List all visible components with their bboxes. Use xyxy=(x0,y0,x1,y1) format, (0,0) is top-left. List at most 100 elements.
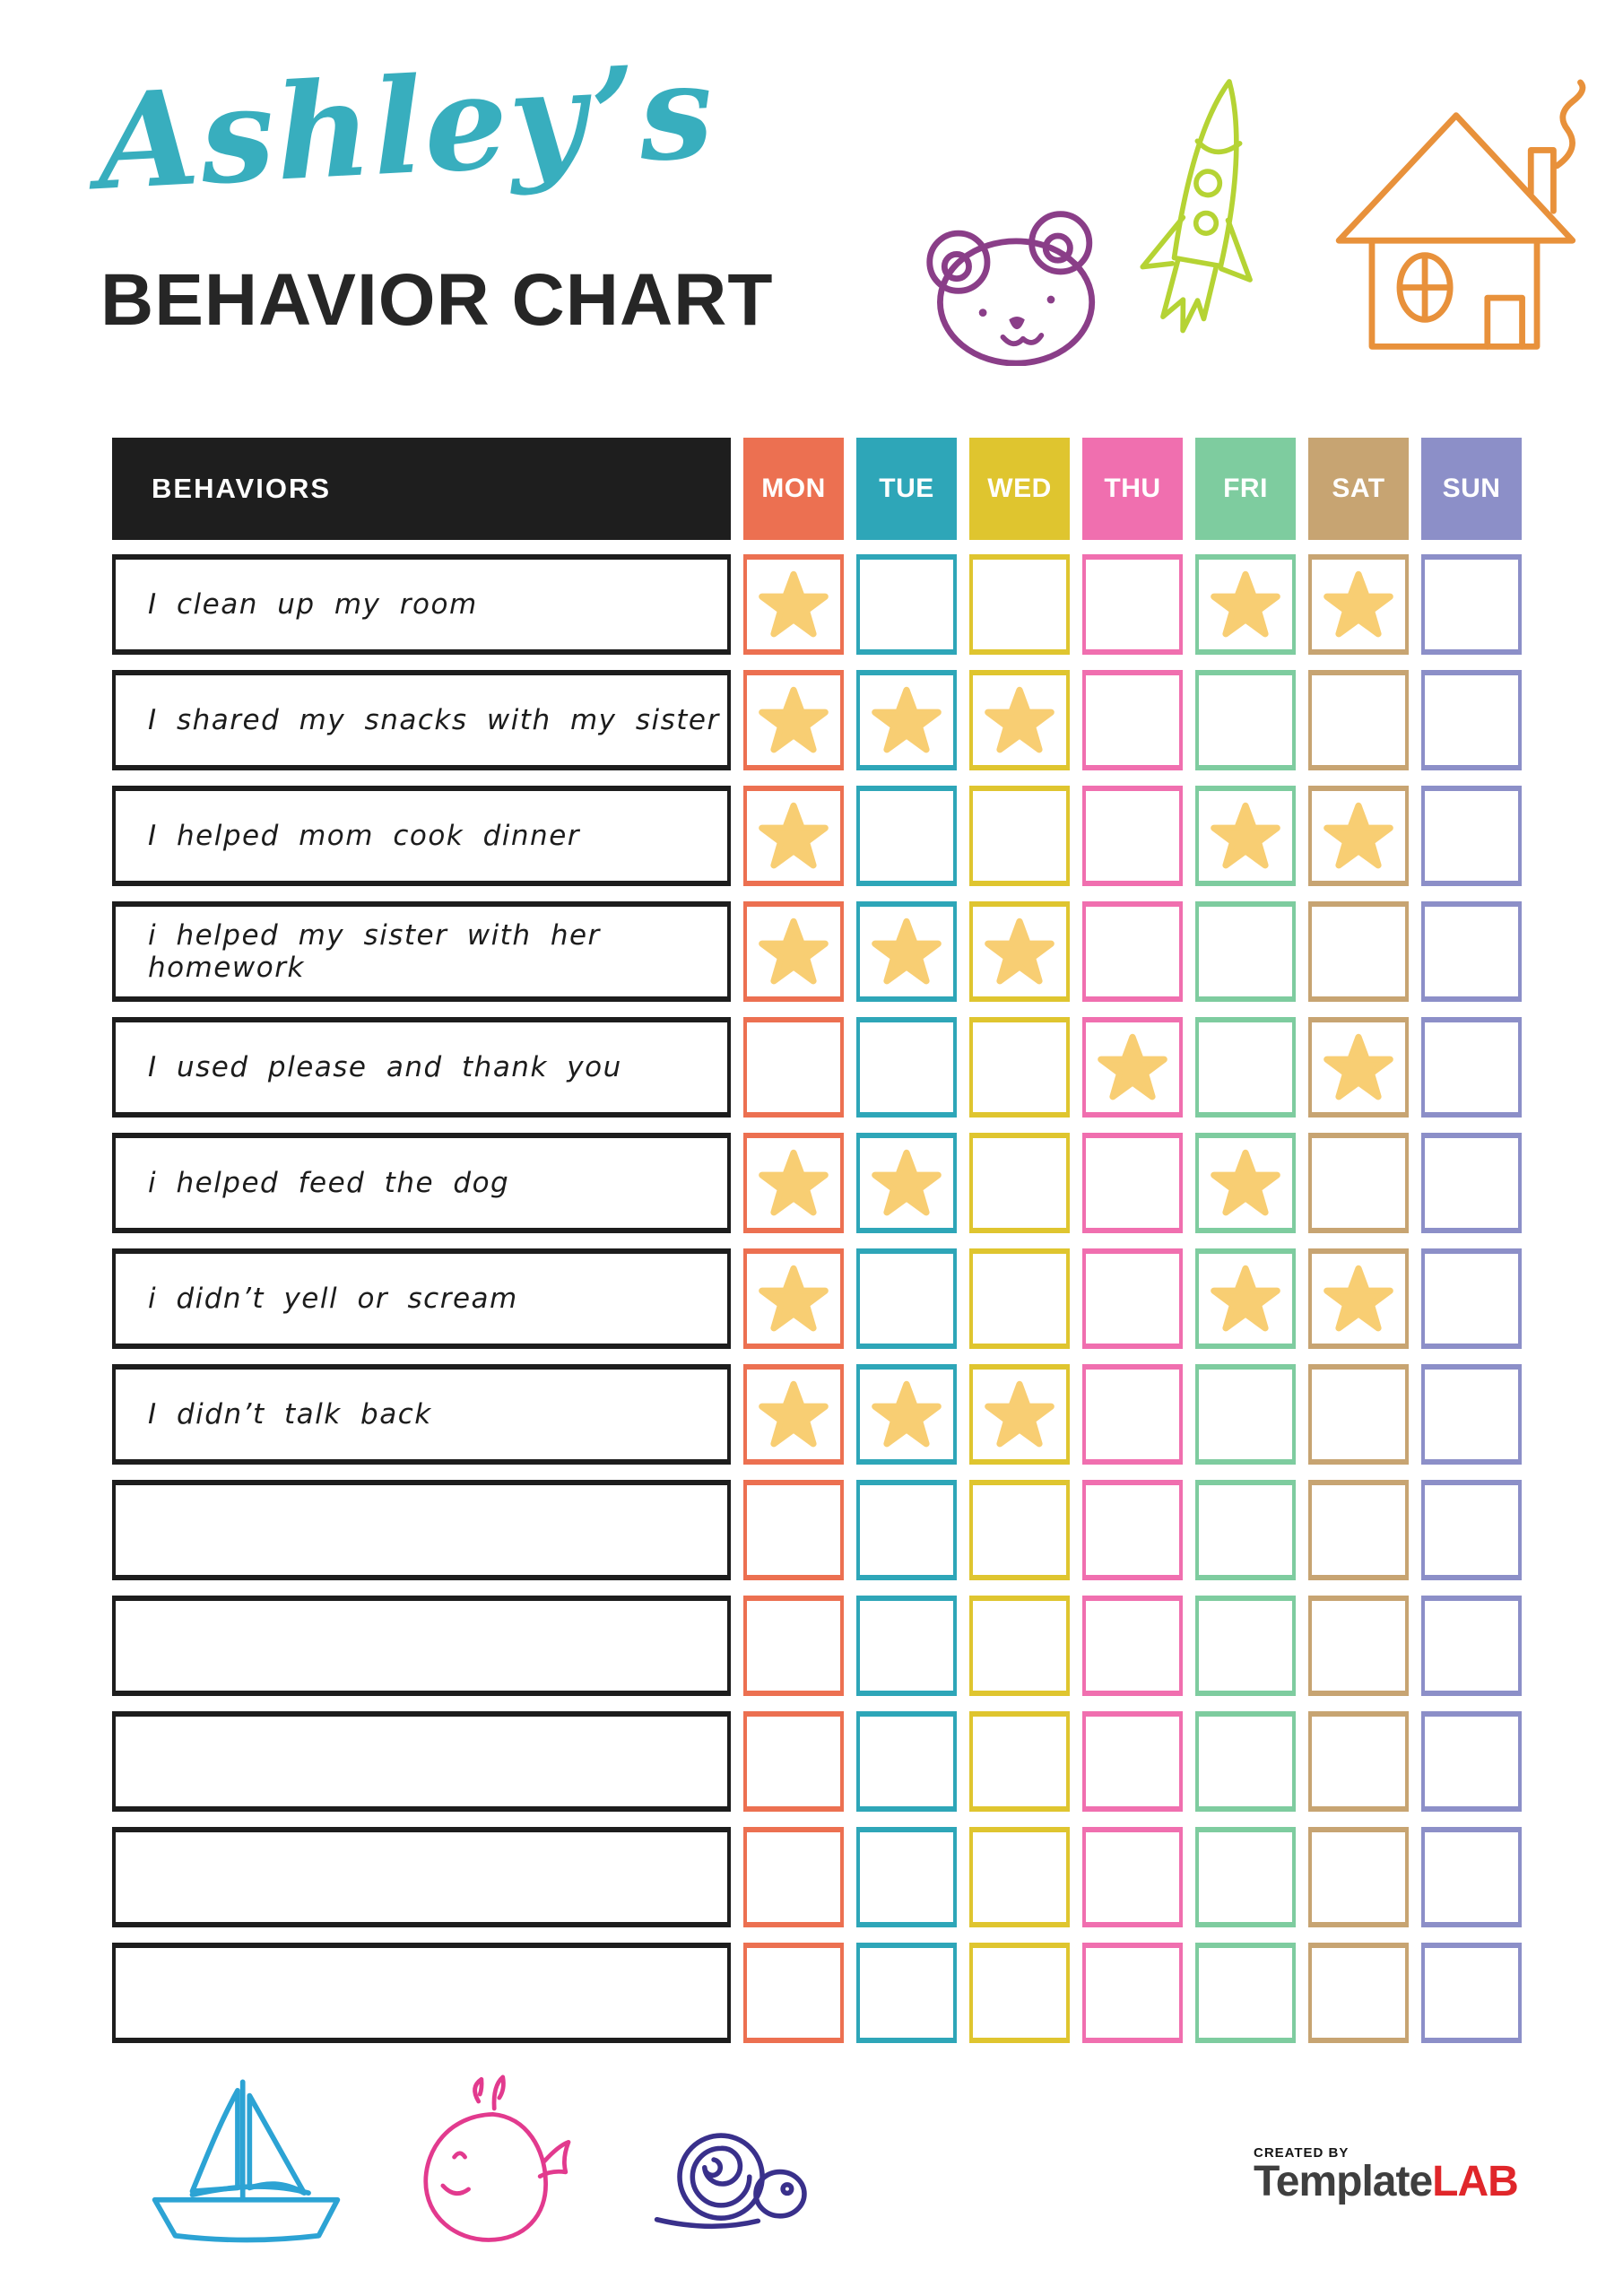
day-cell-thu xyxy=(1082,670,1183,770)
day-cell-sat xyxy=(1308,1480,1409,1580)
day-cell-sun xyxy=(1421,670,1522,770)
day-cell-sat xyxy=(1308,901,1409,1002)
day-cell-thu xyxy=(1082,1133,1183,1233)
behavior-table: BEHAVIORS MON TUE WED THU FRI SAT SUN I … xyxy=(112,438,1522,2058)
star-icon xyxy=(1211,802,1280,869)
day-cell-thu xyxy=(1082,1480,1183,1580)
day-cell-thu xyxy=(1082,786,1183,886)
day-cell-fri xyxy=(1195,786,1296,886)
day-cell-fri xyxy=(1195,1711,1296,1812)
behavior-label: I didn’t talk back xyxy=(148,1398,432,1431)
star-icon xyxy=(1211,1265,1280,1332)
star-icon xyxy=(759,1380,829,1448)
day-cell-sun xyxy=(1421,1364,1522,1465)
logo-brand-suffix: LAB xyxy=(1432,2158,1519,2205)
behavior-row: I used please and thank you xyxy=(112,1017,1522,1118)
house-icon xyxy=(1320,79,1589,357)
behavior-row xyxy=(112,1711,1522,1812)
behavior-label-box: i helped feed the dog xyxy=(112,1133,731,1233)
day-cell-fri xyxy=(1195,1480,1296,1580)
day-cell-sat xyxy=(1308,1827,1409,1927)
behavior-label-box xyxy=(112,1827,731,1927)
behavior-label: I clean up my room xyxy=(148,588,478,621)
day-cell-sun xyxy=(1421,1133,1522,1233)
day-cell-mon xyxy=(743,1827,844,1927)
behavior-row xyxy=(112,1827,1522,1927)
day-header-sat: SAT xyxy=(1308,438,1409,540)
day-cell-thu xyxy=(1082,1017,1183,1118)
day-cell-tue xyxy=(856,1133,957,1233)
star-icon xyxy=(1211,570,1280,638)
behavior-row: I didn’t talk back xyxy=(112,1364,1522,1465)
day-cell-sun xyxy=(1421,901,1522,1002)
day-cell-fri xyxy=(1195,1827,1296,1927)
star-icon xyxy=(759,686,829,753)
day-cell-tue xyxy=(856,1364,957,1465)
day-cell-wed xyxy=(969,1133,1070,1233)
behavior-label: I used please and thank you xyxy=(148,1051,622,1083)
day-cell-mon xyxy=(743,901,844,1002)
day-cell-mon xyxy=(743,1017,844,1118)
rocket-icon xyxy=(1106,62,1301,396)
behavior-row: i helped my sister with her homework xyxy=(112,901,1522,1002)
bear-icon xyxy=(916,204,1121,366)
day-cell-thu xyxy=(1082,1364,1183,1465)
behavior-row xyxy=(112,1596,1522,1696)
star-icon xyxy=(1211,1149,1280,1216)
behavior-row: I helped mom cook dinner xyxy=(112,786,1522,886)
day-cell-sat xyxy=(1308,1248,1409,1349)
day-cell-thu xyxy=(1082,1827,1183,1927)
logo-brand: TemplateLAB xyxy=(1254,2158,1519,2205)
behavior-label: i helped my sister with her homework xyxy=(148,919,601,984)
day-cell-mon xyxy=(743,554,844,655)
star-icon xyxy=(1324,802,1393,869)
star-icon xyxy=(759,802,829,869)
behavior-label-box: i helped my sister with her homework xyxy=(112,901,731,1002)
day-cell-fri xyxy=(1195,901,1296,1002)
day-cell-wed xyxy=(969,1711,1070,1812)
behavior-label-box: I shared my snacks with my sister xyxy=(112,670,731,770)
star-icon xyxy=(1324,1033,1393,1100)
day-cell-thu xyxy=(1082,901,1183,1002)
day-cell-wed xyxy=(969,786,1070,886)
behavior-label-box: I didn’t talk back xyxy=(112,1364,731,1465)
star-icon xyxy=(872,1149,942,1216)
day-cell-mon xyxy=(743,1248,844,1349)
day-header-wed: WED xyxy=(969,438,1070,540)
day-cell-thu xyxy=(1082,1943,1183,2043)
day-cell-tue xyxy=(856,786,957,886)
behavior-label: I helped mom cook dinner xyxy=(148,820,581,852)
day-cell-fri xyxy=(1195,1133,1296,1233)
day-cell-fri xyxy=(1195,554,1296,655)
day-cell-sat xyxy=(1308,1364,1409,1465)
day-header-label: WED xyxy=(987,474,1052,503)
day-cell-thu xyxy=(1082,554,1183,655)
day-header-label: FRI xyxy=(1223,474,1268,503)
day-cell-fri xyxy=(1195,1017,1296,1118)
day-header-label: MON xyxy=(761,474,826,503)
behavior-label-box: I helped mom cook dinner xyxy=(112,786,731,886)
day-header-thu: THU xyxy=(1082,438,1183,540)
templatelab-logo: CREATED BY TemplateLAB xyxy=(1254,2145,1519,2205)
day-cell-sat xyxy=(1308,554,1409,655)
behavior-label: i helped feed the dog xyxy=(148,1167,510,1199)
behavior-label: I shared my snacks with my sister xyxy=(148,704,720,736)
behavior-label: i didn’t yell or scream xyxy=(148,1283,518,1315)
day-cell-fri xyxy=(1195,670,1296,770)
day-cell-mon xyxy=(743,1480,844,1580)
day-header-sun: SUN xyxy=(1421,438,1522,540)
day-cell-mon xyxy=(743,786,844,886)
star-icon xyxy=(872,918,942,985)
day-header-label: SUN xyxy=(1442,474,1501,503)
day-cell-mon xyxy=(743,1133,844,1233)
day-cell-sat xyxy=(1308,1017,1409,1118)
day-cell-fri xyxy=(1195,1596,1296,1696)
day-cell-mon xyxy=(743,1943,844,2043)
day-cell-sat xyxy=(1308,1943,1409,2043)
star-icon xyxy=(759,918,829,985)
behavior-label-box xyxy=(112,1943,731,2043)
behavior-row xyxy=(112,1480,1522,1580)
behavior-label-box: i didn’t yell or scream xyxy=(112,1248,731,1349)
day-cell-sat xyxy=(1308,786,1409,886)
day-cell-tue xyxy=(856,1943,957,2043)
